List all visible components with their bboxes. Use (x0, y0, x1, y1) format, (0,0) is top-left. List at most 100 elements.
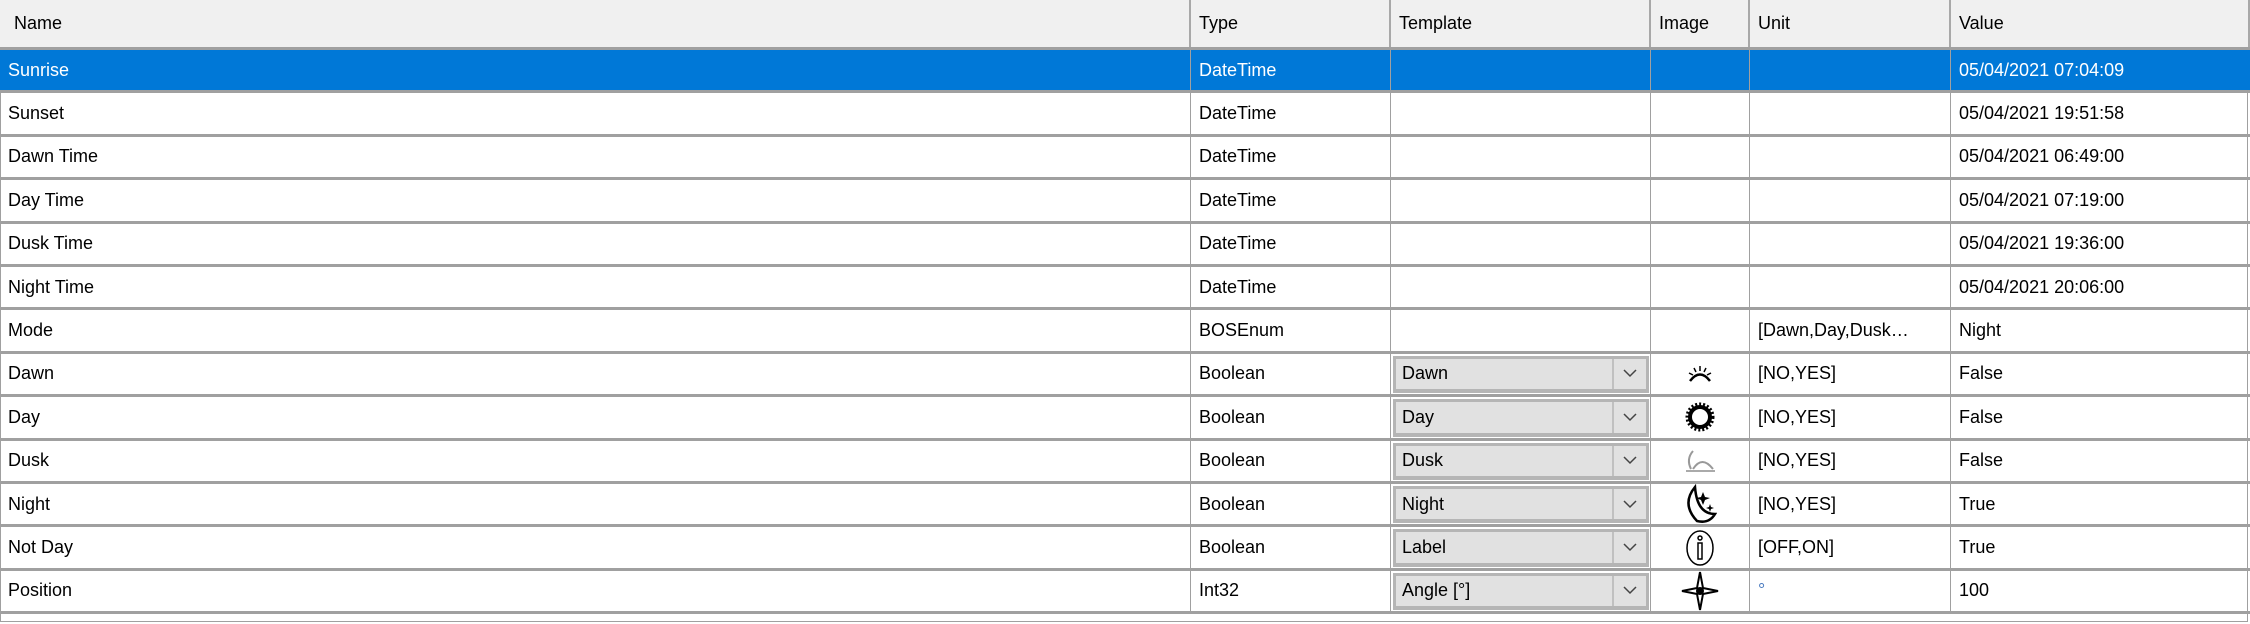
cell-value[interactable]: 05/04/2021 07:04:09 (1959, 59, 2125, 80)
table-row[interactable]: Dawn Boolean Dawn [NO,YES] False (0, 353, 2250, 398)
cell-value[interactable]: False (1959, 406, 2004, 427)
cell-template (1391, 180, 1651, 221)
table-row[interactable]: Dawn Time DateTime 05/04/2021 06:49:00 (0, 136, 2250, 181)
cell-image (1651, 310, 1750, 351)
cell-name: Dusk (0, 440, 1191, 481)
cell-type: Int32 (1191, 570, 1391, 612)
cell-unit: [NO,YES] (1750, 440, 1951, 481)
cell-template: Label (1391, 527, 1651, 568)
cell-name: Not Day (0, 527, 1191, 568)
cell-image (1651, 353, 1750, 395)
cell-type: DateTime (1191, 180, 1391, 221)
cell-image (1651, 93, 1750, 134)
cell-name: Day (0, 397, 1191, 438)
cell-name: Sunset (0, 93, 1191, 134)
template-dropdown[interactable]: Label (1393, 529, 1649, 567)
header-value[interactable]: Value (1951, 0, 2250, 47)
table-row[interactable]: Position Int32 Angle [°] ° 100 (0, 570, 2250, 615)
cell-template (1391, 310, 1651, 351)
template-dropdown-value: Angle [°] (1402, 580, 1471, 601)
template-dropdown[interactable]: Night (1393, 486, 1649, 524)
cell-name: Dawn (0, 353, 1191, 395)
cell-type: BOSEnum (1191, 310, 1391, 351)
cell-name: Night Time (0, 267, 1191, 308)
cell-value[interactable]: 05/04/2021 07:19:00 (1959, 189, 2125, 210)
chevron-down-icon[interactable] (1612, 402, 1646, 433)
table-row[interactable]: Not Day Boolean Label [OFF,ON] True (0, 527, 2250, 571)
dusk-icon (1683, 447, 1717, 475)
info-icon (1685, 529, 1715, 567)
cell-name: Night (0, 484, 1191, 525)
cell-type: DateTime (1191, 267, 1391, 308)
chevron-down-icon[interactable] (1612, 358, 1646, 390)
cell-template: Dawn (1391, 353, 1651, 395)
cell-name: Position (0, 570, 1191, 612)
cell-unit (1750, 136, 1951, 178)
cell-value[interactable]: 05/04/2021 19:36:00 (1959, 233, 2125, 254)
cell-unit: [Dawn,Day,Dusk… (1750, 310, 1951, 351)
cell-image (1651, 484, 1750, 525)
cell-unit (1750, 50, 1951, 91)
cell-image (1651, 267, 1750, 308)
cell-value[interactable]: False (1959, 363, 2004, 384)
template-dropdown-value: Label (1402, 537, 1447, 558)
cell-value[interactable]: 05/04/2021 20:06:00 (1959, 276, 2125, 297)
table-row[interactable]: Night Boolean Night [NO,YES] True (0, 484, 2250, 528)
header-template[interactable]: Template (1391, 0, 1651, 47)
cell-value[interactable]: True (1959, 493, 1996, 514)
cell-unit: [NO,YES] (1750, 353, 1951, 395)
cell-image (1651, 440, 1750, 481)
cell-image (1651, 527, 1750, 568)
cell-type: Boolean (1191, 527, 1391, 568)
cell-value[interactable]: False (1959, 450, 2004, 471)
chevron-down-icon[interactable] (1612, 575, 1646, 607)
dawn-icon (1685, 364, 1715, 384)
cell-template: Night (1391, 484, 1651, 525)
template-dropdown[interactable]: Angle [°] (1393, 572, 1649, 611)
cell-type: DateTime (1191, 50, 1391, 91)
template-dropdown[interactable]: Dusk (1393, 442, 1649, 480)
cell-unit (1750, 93, 1951, 134)
cell-value[interactable]: Night (1959, 320, 2002, 341)
table-row[interactable]: Night Time DateTime 05/04/2021 20:06:00 (0, 267, 2250, 311)
template-dropdown[interactable]: Day (1393, 399, 1649, 437)
cell-value[interactable]: 100 (1959, 580, 1990, 601)
table-row[interactable]: Day Time DateTime 05/04/2021 07:19:00 (0, 180, 2250, 224)
cell-name: Dusk Time (0, 223, 1191, 264)
grid-header: Name Type Template Image Unit Value (0, 0, 2250, 50)
header-image[interactable]: Image (1651, 0, 1750, 47)
cell-image (1651, 397, 1750, 438)
chevron-down-icon[interactable] (1612, 532, 1646, 563)
table-row[interactable]: Sunrise DateTime 05/04/2021 07:04:09 (0, 50, 2250, 94)
cell-value[interactable]: True (1959, 537, 1996, 558)
cell-unit: [OFF,ON] (1750, 527, 1951, 568)
table-row[interactable]: Dusk Boolean Dusk [NO,YES] False (0, 440, 2250, 484)
cell-image (1651, 570, 1750, 612)
cell-template (1391, 136, 1651, 178)
cell-type: Boolean (1191, 484, 1391, 525)
cell-image (1651, 136, 1750, 178)
chevron-down-icon[interactable] (1612, 489, 1646, 520)
table-row[interactable]: Mode BOSEnum [Dawn,Day,Dusk… Night (0, 310, 2250, 354)
cell-template: Dusk (1391, 440, 1651, 481)
sun-icon (1684, 401, 1716, 433)
cell-name: Mode (0, 310, 1191, 351)
header-name[interactable]: Name (0, 0, 1191, 47)
header-type[interactable]: Type (1191, 0, 1391, 47)
cell-name: Sunrise (0, 50, 1191, 91)
cell-template (1391, 267, 1651, 308)
cell-unit (1750, 180, 1951, 221)
cell-value[interactable]: 05/04/2021 19:51:58 (1959, 103, 2125, 124)
template-dropdown[interactable]: Dawn (1393, 355, 1649, 394)
table-row[interactable]: Day Boolean Day [NO,YES] False (0, 397, 2250, 441)
table-row[interactable]: Dusk Time DateTime 05/04/2021 19:36:00 (0, 223, 2250, 267)
cell-image (1651, 223, 1750, 264)
cell-type: Boolean (1191, 440, 1391, 481)
header-unit[interactable]: Unit (1750, 0, 1951, 47)
template-dropdown-value: Day (1402, 406, 1435, 427)
cell-value[interactable]: 05/04/2021 06:49:00 (1959, 146, 2125, 167)
chevron-down-icon[interactable] (1612, 445, 1646, 476)
table-row[interactable]: Sunset DateTime 05/04/2021 19:51:58 (0, 93, 2250, 137)
cell-type: Boolean (1191, 397, 1391, 438)
cell-template (1391, 223, 1651, 264)
